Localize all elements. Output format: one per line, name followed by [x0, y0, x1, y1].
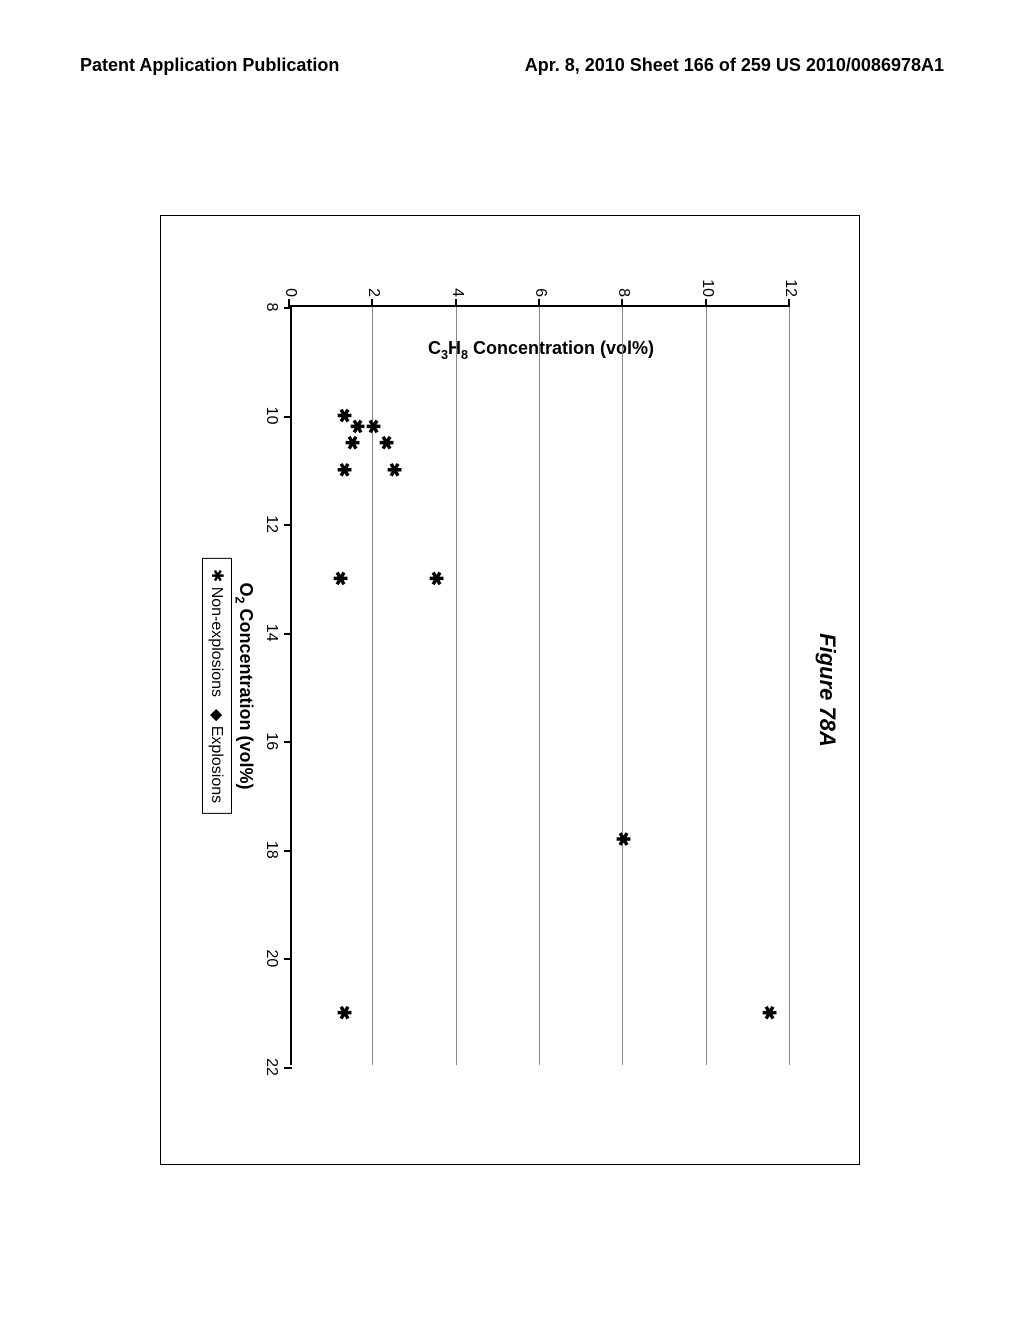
- gridline: [622, 307, 623, 1065]
- x-tick: [284, 1067, 292, 1069]
- y-axis-title: C3H8 Concentration (vol%): [428, 338, 654, 362]
- chart-title: Figure 78A: [814, 633, 840, 747]
- data-point-nonexplosion: ✱: [348, 419, 366, 434]
- y-tick-label: 4: [448, 272, 466, 297]
- data-point-nonexplosion: ✱: [614, 831, 632, 846]
- x-tick-label: 14: [262, 624, 280, 642]
- x-tick: [284, 633, 292, 635]
- y-tick: [621, 299, 623, 307]
- header-left: Patent Application Publication: [80, 55, 339, 76]
- x-tick: [284, 416, 292, 418]
- legend-item-explosion: ◆ Explosions: [207, 709, 227, 803]
- gridline: [539, 307, 540, 1065]
- chart-container: Figure 78A C3H8 Concentration (vol%) O2 …: [140, 210, 880, 1170]
- y-tick: [288, 299, 290, 307]
- x-tick-label: 12: [262, 515, 280, 533]
- x-tick-label: 10: [262, 407, 280, 425]
- x-tick-label: 18: [262, 841, 280, 859]
- y-tick: [455, 299, 457, 307]
- x-tick-label: 22: [262, 1058, 280, 1076]
- gridline: [789, 307, 790, 1065]
- data-point-nonexplosion: ✱: [364, 419, 382, 434]
- data-point-nonexplosion: ✱: [760, 1005, 778, 1020]
- y-tick-label: 8: [614, 272, 632, 297]
- y-tick-label: 6: [531, 272, 549, 297]
- x-tick: [284, 850, 292, 852]
- plot-area: C3H8 Concentration (vol%) O2 Concentrati…: [290, 305, 790, 1065]
- data-point-nonexplosion: ✱: [427, 571, 445, 586]
- data-point-nonexplosion: ✱: [335, 462, 353, 477]
- data-point-nonexplosion: ✱: [385, 462, 403, 477]
- data-point-nonexplosion: ✱: [344, 435, 362, 450]
- y-tick: [371, 299, 373, 307]
- y-tick: [788, 299, 790, 307]
- x-tick-label: 20: [262, 950, 280, 968]
- gridline: [706, 307, 707, 1065]
- y-tick: [705, 299, 707, 307]
- legend-item-nonexplosion: ✱ Non-explosions: [207, 569, 227, 697]
- legend: ✱ Non-explosions ◆ Explosions: [202, 558, 232, 814]
- y-tick-label: 12: [781, 272, 799, 297]
- y-tick-label: 2: [364, 272, 382, 297]
- x-axis-title: O2 Concentration (vol%): [232, 582, 256, 789]
- x-tick: [284, 741, 292, 743]
- data-point-nonexplosion: ✱: [331, 571, 349, 586]
- y-tick-label: 0: [281, 272, 299, 297]
- x-tick-label: 16: [262, 732, 280, 750]
- x-tick: [284, 524, 292, 526]
- y-tick: [538, 299, 540, 307]
- x-tick: [284, 958, 292, 960]
- x-tick-label: 8: [262, 303, 280, 312]
- gridline: [456, 307, 457, 1065]
- x-tick: [284, 307, 292, 309]
- header-right: Apr. 8, 2010 Sheet 166 of 259 US 2010/00…: [525, 55, 944, 76]
- data-point-nonexplosion: ✱: [377, 435, 395, 450]
- y-tick-label: 10: [698, 272, 716, 297]
- data-point-nonexplosion: ✱: [335, 1005, 353, 1020]
